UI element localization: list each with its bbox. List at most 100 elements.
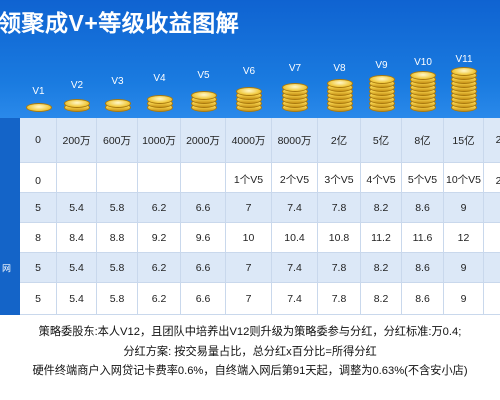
table-cell: 7.8 [318, 253, 361, 283]
table-cell: 8.2 [361, 253, 402, 283]
table-cell: 11.6 [402, 223, 444, 253]
table-cell: 5个V5 [402, 163, 444, 193]
coin-icon [451, 67, 477, 76]
coin-icon [104, 99, 131, 108]
table-row: 0 1个V5 2个V5 3个V5 4个V5 5个V5 10个V5 2 [0, 163, 500, 193]
table-cell: 2 [484, 118, 500, 163]
table-cell: 5.8 [97, 283, 138, 315]
table-cell: 2个V5 [272, 163, 318, 193]
row-header [0, 163, 20, 193]
table-cell: 12 [444, 223, 484, 253]
table-row: 网 5 5.4 5.8 6.2 6.6 7 7.4 7.8 8.2 8.6 9 [0, 253, 500, 283]
table-cell: 5.4 [57, 253, 97, 283]
coin-icon [410, 71, 436, 80]
coin-stack-v3 [104, 99, 131, 112]
table-cell: 8.4 [57, 223, 97, 253]
table-cell: 8.6 [402, 193, 444, 223]
note-shareholder: 策略委股东:本人V12，且团队中培养出V12则升级为策略委参与分红，分红标准:万… [38, 326, 462, 338]
table-cell: 10个V5 [444, 163, 484, 193]
table-cell: 600万 [97, 118, 138, 163]
level-label-v3: V3 [111, 76, 124, 87]
table-cell [484, 283, 500, 315]
page-title: 领聚成V+等级收益图解 [0, 10, 240, 36]
coin-icon [236, 87, 262, 96]
table-cell [484, 223, 500, 253]
coin-icon [146, 95, 173, 104]
table-row: 5 5.4 5.8 6.2 6.6 7 7.4 7.8 8.2 8.6 9 [0, 283, 500, 315]
table-cell: 1000万 [138, 118, 181, 163]
table-cell: 9.6 [181, 223, 226, 253]
row-header [0, 193, 20, 223]
table-cell: 8.2 [361, 193, 402, 223]
level-label-v6: V6 [242, 66, 256, 77]
table-cell: 6.2 [138, 253, 181, 283]
table-cell: 4个V5 [361, 163, 402, 193]
table-cell [57, 163, 97, 193]
coin-stack-v2 [64, 99, 90, 112]
table-cell: 9 [444, 283, 484, 315]
table-cell: 5 [20, 283, 57, 315]
coin-stack-v8 [326, 79, 353, 112]
table-cell [484, 253, 500, 283]
row-header [0, 118, 20, 163]
table-cell: 5亿 [361, 118, 402, 163]
note-fee-rate: 硬件终端商户入网贷记卡费率0.6%，自终端入网后第91天起，调整为0.63%(不… [32, 365, 468, 377]
row-header-label: 网 [2, 263, 12, 274]
table-cell: 7 [226, 283, 272, 315]
table-cell: 11.2 [361, 223, 402, 253]
table-cell: 2 [484, 163, 500, 193]
note-dividend: 分红方案: 按交易量占比，总分红x百分比=所得分红 [123, 346, 377, 358]
table-cell: 15亿 [444, 118, 484, 163]
table-cell: 7 [226, 253, 272, 283]
level-label-v4: V4 [153, 73, 166, 84]
coin-stack-v9 [368, 75, 395, 112]
coin-stack-v10 [410, 71, 436, 112]
coin-stack-v6 [236, 87, 262, 112]
table-cell: 10 [226, 223, 272, 253]
coin-stack-v11 [451, 67, 477, 112]
table-cell: 9 [444, 253, 484, 283]
coin-stack-v1 [25, 103, 52, 112]
table-cell: 8亿 [402, 118, 444, 163]
table-cell: 10.4 [272, 223, 318, 253]
table-row: 0 200万 600万 1000万 2000万 4000万 8000万 2亿 5亿 8亿 15亿 2 [0, 118, 500, 163]
table-cell [484, 193, 500, 223]
coin-stack-v5 [190, 91, 217, 112]
table-cell: 2亿 [318, 118, 361, 163]
header-banner: 领聚成V+等级收益图解 V1 V2 V3 V4 V5 V6 V7 V8 V9 V10 V11 [0, 0, 500, 118]
table-row: 8 8.4 8.8 9.2 9.6 10 10.4 10.8 11.2 11.6 12 [0, 223, 500, 253]
table-cell: 9 [444, 193, 484, 223]
table-cell: 8000万 [272, 118, 318, 163]
table-cell [138, 163, 181, 193]
table-cell: 5 [20, 193, 57, 223]
table-cell: 5 [20, 253, 57, 283]
notes-panel: 策略委股东:本人V12，且团队中培养出V12则升级为策略委参与分红，分红标准:万… [0, 315, 500, 400]
row-header [0, 223, 20, 253]
coin-icon [190, 91, 217, 100]
coin-stack-v4 [146, 95, 173, 112]
table-cell: 10.8 [318, 223, 361, 253]
table-row: 5 5.4 5.8 6.2 6.6 7 7.4 7.8 8.2 8.6 9 [0, 193, 500, 223]
table-cell: 8.6 [402, 253, 444, 283]
table-cell: 6.6 [181, 193, 226, 223]
coin-icon [64, 99, 90, 108]
table-cell: 8.2 [361, 283, 402, 315]
coin-icon [25, 103, 52, 112]
row-header [0, 283, 20, 315]
table-cell [181, 163, 226, 193]
level-label-v5: V5 [197, 70, 210, 81]
table-cell: 5.8 [97, 253, 138, 283]
table-cell: 3个V5 [318, 163, 361, 193]
table-cell: 6.6 [181, 283, 226, 315]
coin-icon [282, 83, 308, 92]
table-cell: 7.4 [272, 253, 318, 283]
table-cell: 8.8 [97, 223, 138, 253]
table-cell [97, 163, 138, 193]
table-cell: 7.8 [318, 283, 361, 315]
level-label-v2: V2 [70, 80, 84, 91]
table-cell: 7.4 [272, 283, 318, 315]
table-cell: 6.2 [138, 193, 181, 223]
levels-table: 0 200万 600万 1000万 2000万 4000万 8000万 2亿 5亿 8亿 15亿 2 0… [0, 118, 500, 315]
level-label-v7: V7 [288, 63, 302, 74]
table-cell: 9.2 [138, 223, 181, 253]
